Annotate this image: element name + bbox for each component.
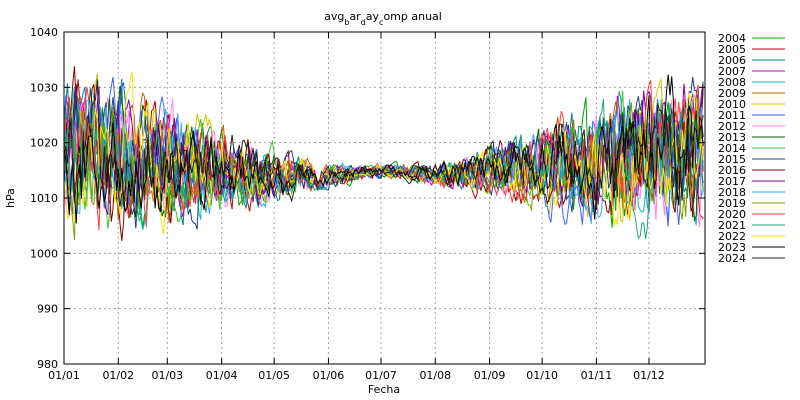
legend-label-2017: 2017 [718, 175, 746, 188]
y-tick-label: 1020 [30, 137, 58, 150]
y-ticks: 980 990 1000 1010 1020 1030 1040 [30, 26, 705, 371]
y-tick-label: 1000 [30, 247, 58, 260]
x-tick-label: 01/03 [151, 369, 183, 382]
y-tick-label: 1040 [30, 26, 58, 39]
legend-label-2014: 2014 [718, 142, 746, 155]
y-tick-label: 1030 [30, 81, 58, 94]
x-tick-label: 01/04 [206, 369, 238, 382]
legend-label-2018: 2018 [718, 186, 746, 199]
x-tick-label: 01/12 [633, 369, 665, 382]
series-layer [63, 66, 704, 241]
legend-label-2008: 2008 [718, 76, 746, 89]
legend-label-2011: 2011 [718, 109, 746, 122]
legend-label-2015: 2015 [718, 153, 746, 166]
y-axis-title: hPa [4, 188, 17, 208]
legend: 2004200520062007200820092010201120122013… [718, 32, 785, 265]
x-tick-label: 01/11 [581, 369, 613, 382]
x-tick-label: 01/08 [419, 369, 451, 382]
series-line-2024 [63, 79, 704, 218]
legend-label-2020: 2020 [718, 208, 746, 221]
y-tick-label: 980 [37, 358, 58, 371]
legend-label-2007: 2007 [718, 65, 746, 78]
legend-label-2013: 2013 [718, 131, 746, 144]
x-tick-label: 01/07 [365, 369, 397, 382]
legend-label-2019: 2019 [718, 197, 746, 210]
legend-label-2024: 2024 [718, 252, 746, 265]
legend-label-2022: 2022 [718, 230, 746, 243]
x-tick-label: 01/01 [48, 369, 80, 382]
chart-title: avgbardaycomp anual [324, 10, 442, 27]
legend-label-2006: 2006 [718, 54, 746, 67]
legend-label-2016: 2016 [718, 164, 746, 177]
y-tick-label: 990 [37, 303, 58, 316]
x-tick-label: 01/06 [313, 369, 345, 382]
x-tick-label: 01/10 [526, 369, 558, 382]
x-axis-title: Fecha [368, 383, 400, 396]
x-tick-label: 01/02 [102, 369, 134, 382]
legend-label-2004: 2004 [718, 32, 746, 45]
series-line-2021 [63, 91, 704, 239]
legend-label-2009: 2009 [718, 87, 746, 100]
legend-label-2012: 2012 [718, 120, 746, 133]
x-tick-label: 01/05 [258, 369, 290, 382]
x-tick-label: 01/09 [474, 369, 506, 382]
legend-label-2005: 2005 [718, 43, 746, 56]
legend-label-2021: 2021 [718, 219, 746, 232]
y-tick-label: 1010 [30, 192, 58, 205]
legend-label-2023: 2023 [718, 241, 746, 254]
x-ticks: 01/01 01/02 01/03 01/04 01/05 01/06 01/07 01/08… [48, 32, 665, 382]
legend-label-2010: 2010 [718, 98, 746, 111]
